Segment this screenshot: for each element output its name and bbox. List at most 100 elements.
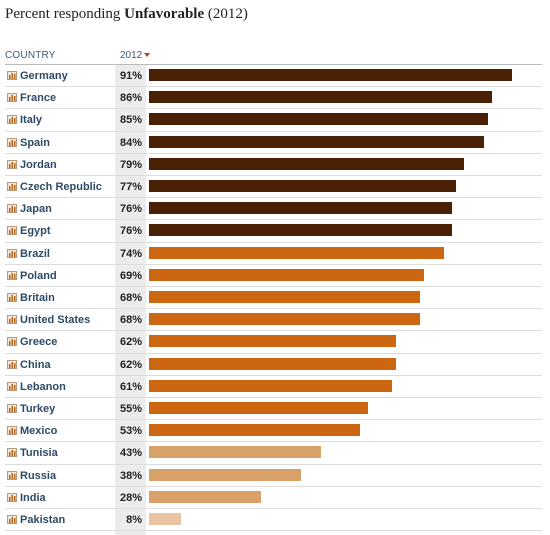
country-label[interactable]: Jordan bbox=[20, 158, 57, 171]
country-label[interactable]: China bbox=[20, 358, 51, 371]
trend-chart-icon[interactable] bbox=[7, 492, 17, 502]
table-row[interactable]: India 28% bbox=[0, 487, 550, 509]
trend-chart-icon[interactable] bbox=[7, 204, 17, 214]
table-row[interactable]: Pakistan 8% bbox=[0, 509, 550, 532]
row-divider bbox=[5, 152, 542, 154]
table-row[interactable]: Egypt 76% bbox=[0, 220, 550, 243]
bar bbox=[149, 180, 457, 192]
table-row[interactable]: Turkey 55% bbox=[0, 398, 550, 421]
country-label[interactable]: Russia bbox=[20, 469, 57, 482]
country-label[interactable]: Germany bbox=[20, 70, 68, 82]
year-header-label: 2012 bbox=[120, 50, 143, 61]
table-row[interactable]: Jordan 79% bbox=[0, 154, 550, 176]
country-label[interactable]: Czech Republic bbox=[20, 181, 102, 193]
trend-chart-icon[interactable] bbox=[7, 515, 17, 524]
row-divider bbox=[5, 507, 542, 509]
value-column-background bbox=[115, 65, 146, 535]
header-divider bbox=[5, 64, 542, 65]
country-label[interactable]: Mexico bbox=[20, 425, 58, 438]
country-label[interactable]: Pakistan bbox=[20, 514, 66, 526]
table-row[interactable]: Russia 38% bbox=[0, 465, 550, 487]
value-label: 68% bbox=[119, 314, 142, 327]
country-label[interactable]: Japan bbox=[20, 203, 52, 216]
trend-chart-icon[interactable] bbox=[7, 71, 17, 80]
trend-chart-icon[interactable] bbox=[7, 182, 17, 191]
table-row[interactable]: Japan 76% bbox=[0, 198, 550, 221]
country-label[interactable]: Spain bbox=[20, 136, 50, 149]
value-label: 74% bbox=[119, 247, 142, 260]
table-row[interactable]: Italy 85% bbox=[0, 109, 550, 132]
trend-chart-icon[interactable] bbox=[7, 93, 17, 103]
country-label[interactable]: Brazil bbox=[20, 247, 50, 260]
trend-chart-icon[interactable] bbox=[7, 293, 17, 302]
country-label[interactable]: Tunisia bbox=[20, 447, 58, 460]
row-divider bbox=[5, 219, 542, 221]
bar bbox=[149, 424, 361, 437]
trend-chart-icon[interactable] bbox=[7, 381, 17, 391]
title-prefix: Percent responding bbox=[5, 6, 125, 22]
value-label: 62% bbox=[119, 336, 142, 349]
table-row[interactable]: Poland 69% bbox=[0, 265, 550, 287]
table-row[interactable]: Lebanon 61% bbox=[0, 376, 550, 398]
chart-title: Percent responding Unfavorable (2012) bbox=[5, 6, 248, 23]
bar bbox=[149, 91, 493, 104]
country-label[interactable]: India bbox=[20, 491, 46, 504]
trend-chart-icon[interactable] bbox=[7, 337, 17, 347]
row-divider bbox=[5, 374, 542, 376]
trend-chart-icon[interactable] bbox=[7, 359, 17, 369]
table-row[interactable]: Spain 84% bbox=[0, 132, 550, 154]
table-row[interactable]: Brazil 74% bbox=[0, 243, 550, 265]
trend-chart-icon[interactable] bbox=[7, 470, 17, 480]
trend-chart-icon[interactable] bbox=[7, 226, 17, 236]
country-label[interactable]: Italy bbox=[20, 114, 43, 127]
table-row[interactable]: Greece 62% bbox=[0, 331, 550, 354]
year-column-header[interactable]: 2012 bbox=[120, 50, 151, 61]
table-row[interactable]: United States 68% bbox=[0, 309, 550, 332]
row-divider bbox=[5, 308, 542, 310]
table-row[interactable]: Czech Republic 77% bbox=[0, 176, 550, 199]
table-row[interactable]: Britain 68% bbox=[0, 287, 550, 310]
table-row[interactable]: France 86% bbox=[0, 87, 550, 110]
country-label[interactable]: Lebanon bbox=[20, 380, 66, 393]
value-label: 61% bbox=[119, 380, 142, 393]
table-row[interactable]: Mexico 53% bbox=[0, 420, 550, 443]
country-label[interactable]: Poland bbox=[20, 269, 57, 282]
bar bbox=[149, 379, 393, 392]
trend-chart-icon[interactable] bbox=[7, 270, 17, 280]
table-row[interactable]: China 62% bbox=[0, 354, 550, 376]
trend-chart-icon[interactable] bbox=[7, 159, 17, 169]
country-column-header[interactable]: COUNTRY bbox=[5, 50, 56, 61]
trend-chart-icon[interactable] bbox=[7, 315, 17, 325]
bar bbox=[149, 157, 465, 170]
table-row[interactable]: Germany 91% bbox=[0, 65, 550, 88]
bar bbox=[149, 135, 485, 148]
value-label: 8% bbox=[126, 514, 142, 526]
row-divider bbox=[5, 396, 542, 398]
value-label: 85% bbox=[119, 114, 142, 127]
value-label: 38% bbox=[119, 469, 142, 482]
value-label: 86% bbox=[119, 92, 142, 105]
row-divider bbox=[5, 86, 542, 88]
value-label: 77% bbox=[119, 181, 142, 193]
row-divider bbox=[5, 130, 542, 132]
country-label[interactable]: France bbox=[20, 92, 57, 105]
trend-chart-icon[interactable] bbox=[7, 426, 17, 436]
row-divider bbox=[5, 485, 542, 487]
trend-chart-icon[interactable] bbox=[7, 248, 17, 258]
country-label[interactable]: United States bbox=[20, 314, 91, 327]
table-row[interactable]: Tunisia 43% bbox=[0, 442, 550, 465]
country-label[interactable]: Turkey bbox=[20, 403, 56, 415]
value-label: 84% bbox=[119, 136, 142, 149]
bar bbox=[149, 313, 421, 326]
bar bbox=[149, 69, 513, 81]
country-label[interactable]: Greece bbox=[20, 336, 58, 349]
trend-chart-icon[interactable] bbox=[7, 137, 17, 147]
trend-chart-icon[interactable] bbox=[7, 115, 17, 125]
trend-chart-icon[interactable] bbox=[7, 448, 17, 458]
trend-chart-icon[interactable] bbox=[7, 404, 17, 413]
country-label[interactable]: Britain bbox=[20, 292, 55, 304]
row-divider bbox=[5, 530, 542, 532]
value-label: 55% bbox=[119, 403, 142, 415]
country-label[interactable]: Egypt bbox=[20, 225, 51, 238]
row-divider bbox=[5, 419, 542, 421]
